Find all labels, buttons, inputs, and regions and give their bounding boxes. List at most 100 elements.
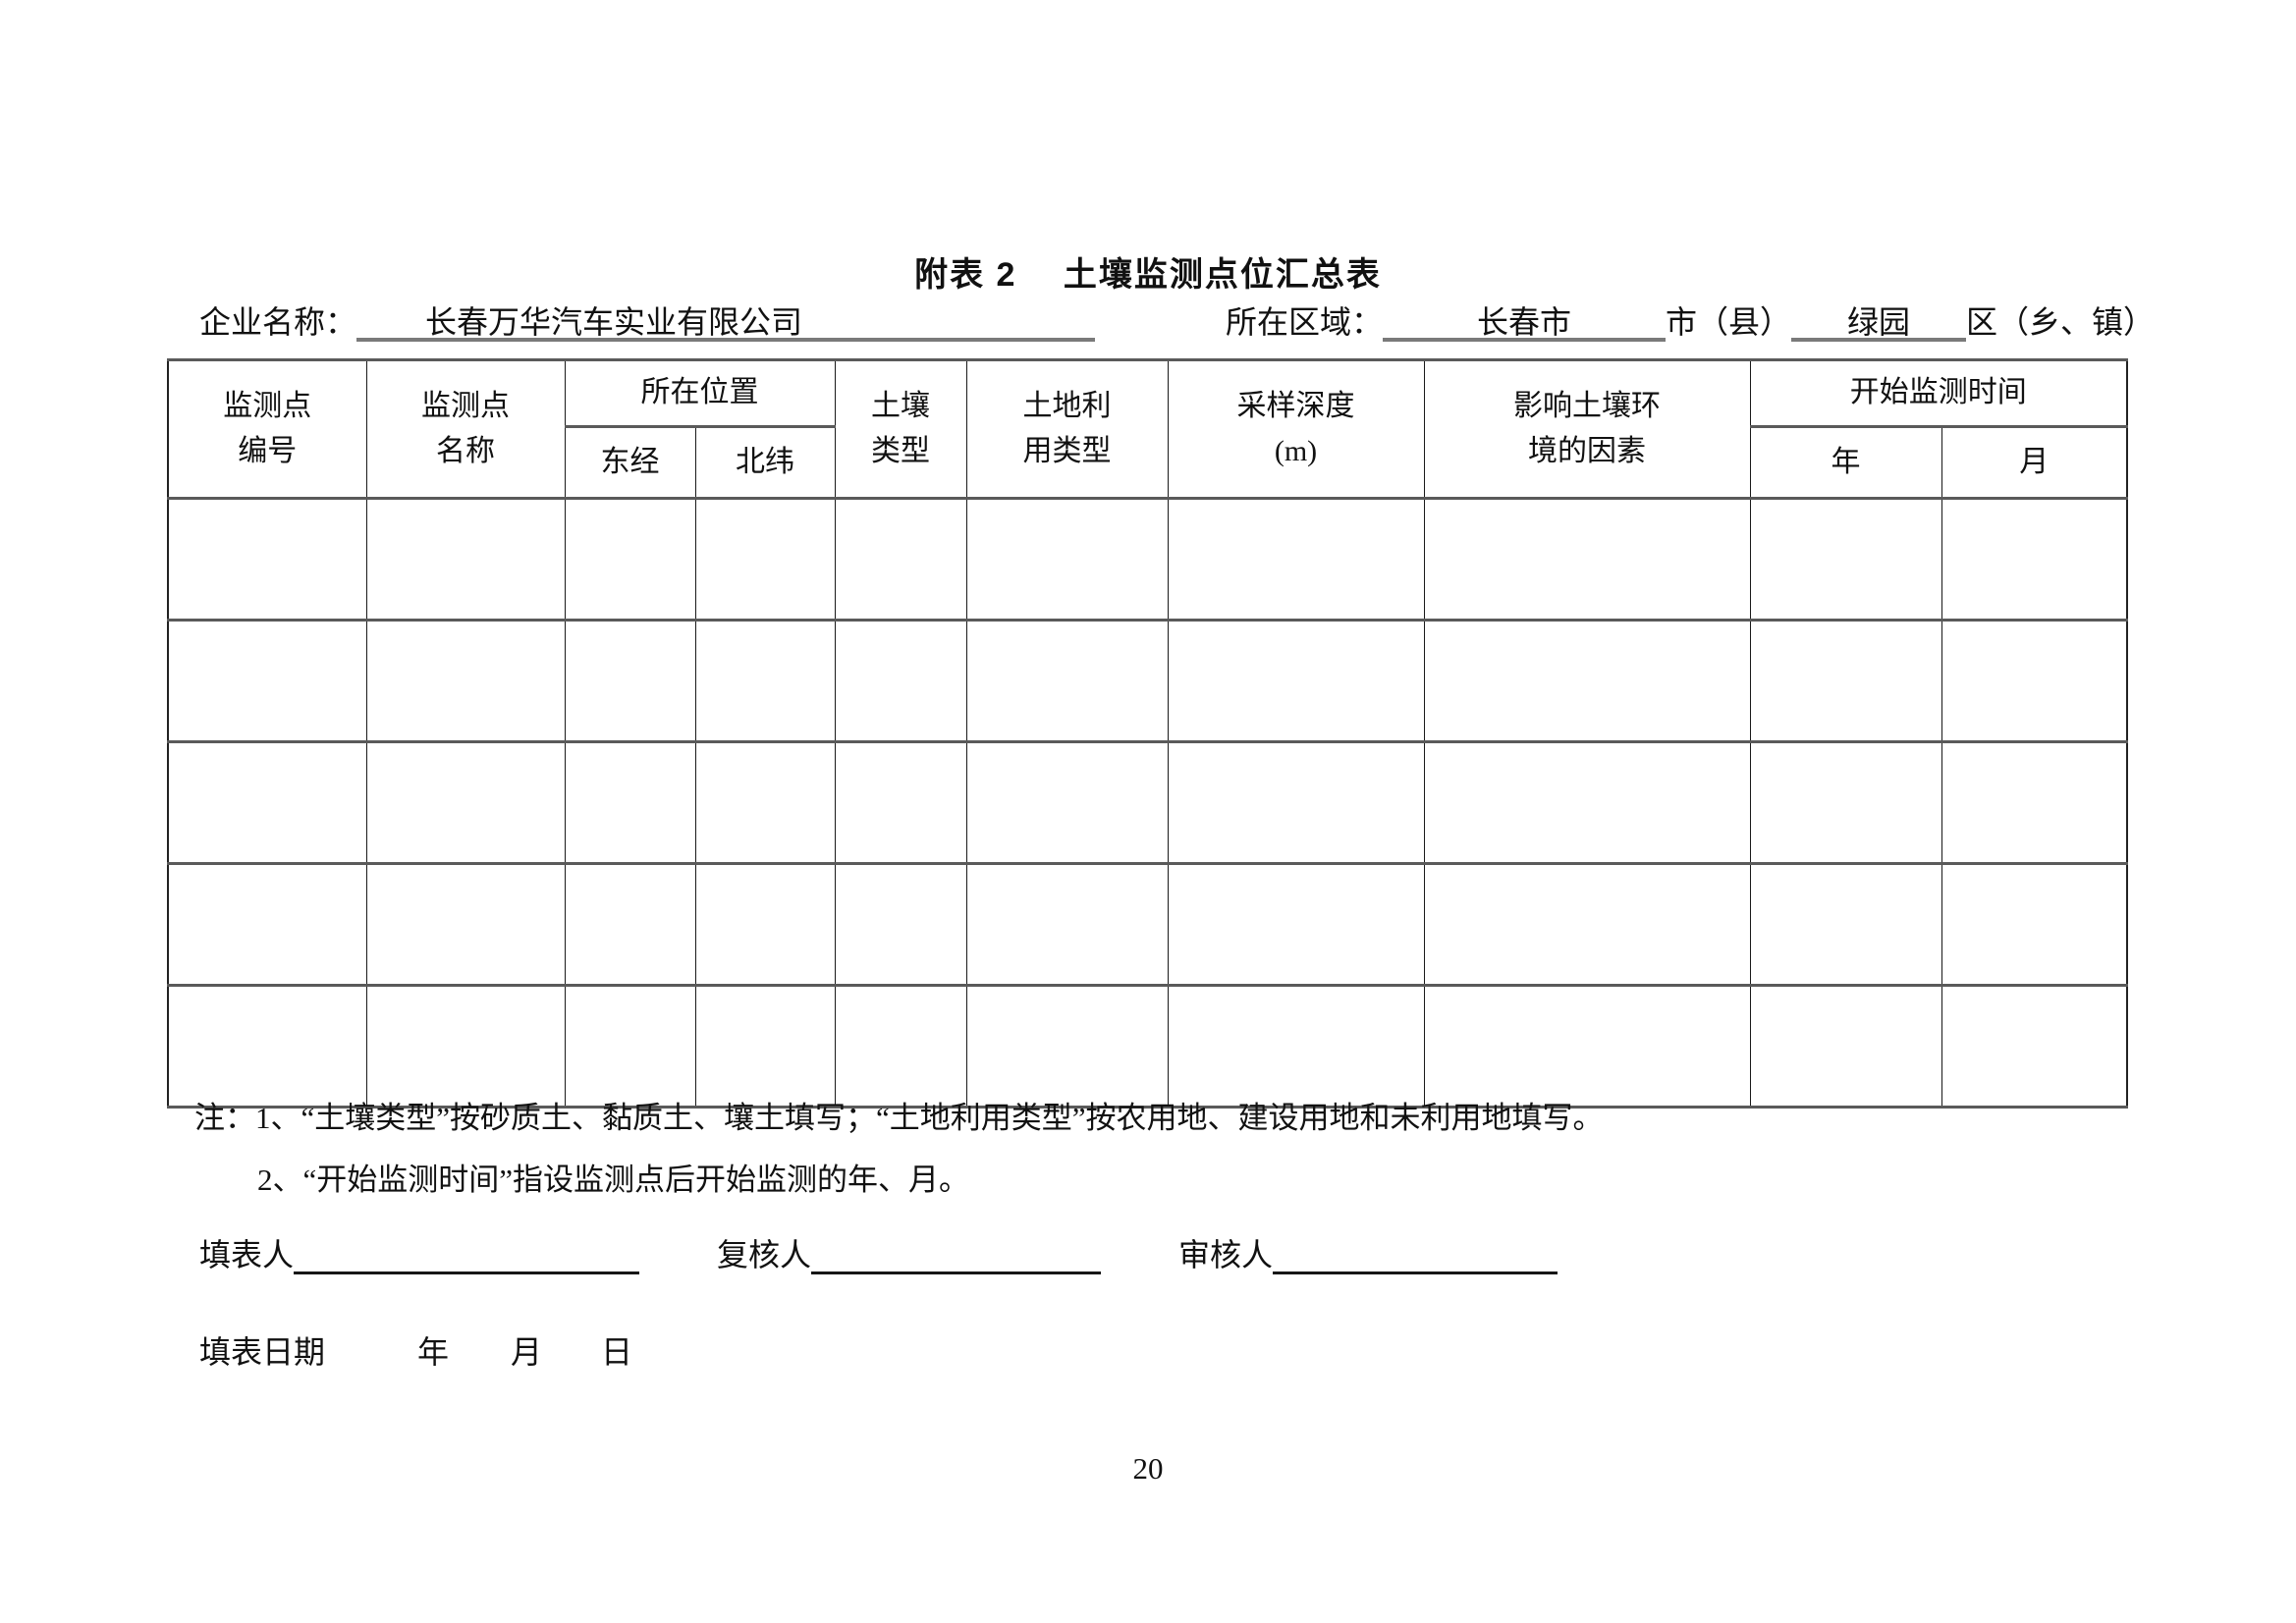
table-cell-blank[interactable] <box>564 984 696 1109</box>
table-header: 监测点 编号 监测点 名称 所在位置 土壤 类型 土地利 用类型 采样深度 (m… <box>167 358 2128 500</box>
table-cell-blank[interactable] <box>694 497 836 622</box>
table-cell-blank[interactable] <box>1167 862 1425 987</box>
company-name-label: 企业名称： <box>199 304 357 340</box>
table-cell-blank[interactable] <box>167 740 367 865</box>
table-cell-blank[interactable] <box>365 862 566 987</box>
table-cell-blank[interactable] <box>834 497 967 622</box>
note-line-2: 2、“开始监测时间”指设监测点后开始监测的年、月。 <box>257 1163 970 1197</box>
table-cell-blank[interactable] <box>1167 984 1425 1109</box>
table-cell-blank[interactable] <box>965 619 1169 743</box>
region-district-suffix: 区（乡、镇） <box>1966 304 2156 340</box>
auditor-blank[interactable] <box>1273 1235 1558 1274</box>
table-cell-blank[interactable] <box>365 740 566 865</box>
header-point-id: 监测点 编号 <box>167 358 367 500</box>
table-cell-blank[interactable] <box>1941 497 2128 622</box>
table-cell-blank[interactable] <box>1749 497 1942 622</box>
reviewer-label: 复核人 <box>717 1237 812 1272</box>
table-cell-blank[interactable] <box>834 984 967 1109</box>
company-name-blank[interactable]: 长春万华汽车实业有限公司 <box>356 302 1096 342</box>
table-cell-blank[interactable] <box>1941 740 2128 865</box>
table-cell-blank[interactable] <box>965 984 1169 1109</box>
table-cell-blank[interactable] <box>167 619 367 743</box>
reviewer-group: 复核人 <box>717 1235 1102 1274</box>
header-sample-depth: 采样深度 (m) <box>1167 358 1425 500</box>
table-body <box>167 497 2128 1109</box>
table-cell-blank[interactable] <box>1423 619 1751 743</box>
table-cell-blank[interactable] <box>1423 497 1751 622</box>
table-cell-blank[interactable] <box>1749 740 1942 865</box>
info-line: 企业名称： 长春万华汽车实业有限公司 所在区域： 长春市 市（县） 绿园 区（乡、镇） <box>0 302 2296 346</box>
header-start-time: 开始监测时间 <box>1749 358 2128 428</box>
region-city-suffix: 市（县） <box>1666 304 1792 340</box>
table-header-row-1: 监测点 编号 监测点 名称 所在位置 土壤 类型 土地利 用类型 采样深度 (m… <box>167 358 2128 500</box>
table-cell-blank[interactable] <box>1423 740 1751 865</box>
table-row <box>167 740 2128 865</box>
table-cell-blank[interactable] <box>167 497 367 622</box>
header-point-name: 监测点 名称 <box>365 358 566 500</box>
region-district-blank[interactable]: 绿园 <box>1791 302 1967 342</box>
table-cell-blank[interactable] <box>564 862 696 987</box>
table-cell-blank[interactable] <box>694 862 836 987</box>
table-cell-blank[interactable] <box>1167 497 1425 622</box>
table-cell-blank[interactable] <box>1749 862 1942 987</box>
auditor-label: 审核人 <box>1178 1237 1274 1272</box>
table-row <box>167 497 2128 622</box>
date-year-label: 年 <box>417 1334 450 1370</box>
table-cell-blank[interactable] <box>694 984 836 1109</box>
table-cell-blank[interactable] <box>1423 984 1751 1109</box>
form-title: 附表 2 土壤监测点位汇总表 <box>914 256 1382 294</box>
table-row <box>167 619 2128 743</box>
table-cell-blank[interactable] <box>167 984 367 1109</box>
table-cell-blank[interactable] <box>1167 740 1425 865</box>
table-cell-blank[interactable] <box>834 740 967 865</box>
table-cell-blank[interactable] <box>564 740 696 865</box>
table-cell-blank[interactable] <box>1749 984 1942 1109</box>
table-cell-blank[interactable] <box>965 497 1169 622</box>
header-longitude: 东经 <box>564 425 696 500</box>
table-header-row-2: 东经 北纬 年 月 <box>168 425 2128 500</box>
table-cell-blank[interactable] <box>167 862 367 987</box>
date-month-label: 月 <box>511 1334 543 1370</box>
table-cell-blank[interactable] <box>965 740 1169 865</box>
table-cell-blank[interactable] <box>1749 619 1942 743</box>
table-cell-blank[interactable] <box>834 619 967 743</box>
table-cell-blank[interactable] <box>1941 984 2128 1109</box>
page-number: 20 <box>1132 1451 1164 1486</box>
table-cell-blank[interactable] <box>365 984 566 1109</box>
header-location: 所在位置 <box>564 358 836 428</box>
table-cell-blank[interactable] <box>694 740 836 865</box>
header-month: 月 <box>1941 425 2128 500</box>
auditor-group: 审核人 <box>1178 1235 1558 1274</box>
header-land-use: 土地利 用类型 <box>965 358 1169 500</box>
table-cell-blank[interactable] <box>1423 862 1751 987</box>
table-cell-blank[interactable] <box>694 619 836 743</box>
company-name-group: 企业名称： 长春万华汽车实业有限公司 <box>199 302 1096 342</box>
table-row <box>167 862 2128 987</box>
filler-blank[interactable] <box>294 1235 640 1274</box>
header-env-factors: 影响土壤环 境的因素 <box>1423 358 1751 500</box>
table-cell-blank[interactable] <box>834 862 967 987</box>
monitoring-points-table: 监测点 编号 监测点 名称 所在位置 土壤 类型 土地利 用类型 采样深度 (m… <box>167 358 2128 1109</box>
date-label: 填表日期 <box>199 1334 326 1370</box>
table-cell-blank[interactable] <box>1167 619 1425 743</box>
region-label: 所在区域： <box>1226 304 1384 340</box>
note-line-1: 注：1、“土壤类型”按砂质土、黏质土、壤土填写；“土地利用类型”按农用地、建设用… <box>194 1101 1604 1135</box>
filler-group: 填表人 <box>199 1235 640 1274</box>
table-cell-blank[interactable] <box>1941 619 2128 743</box>
table-cell-blank[interactable] <box>965 862 1169 987</box>
header-year: 年 <box>1749 425 1942 500</box>
date-line: 填表日期 年 月 日 <box>0 1327 2296 1370</box>
table-cell-blank[interactable] <box>365 497 566 622</box>
region-group: 所在区域： 长春市 市（县） 绿园 区（乡、镇） <box>1226 302 2155 342</box>
filler-label: 填表人 <box>199 1237 295 1272</box>
table-cell-blank[interactable] <box>564 497 696 622</box>
region-city-blank[interactable]: 长春市 <box>1383 302 1667 342</box>
table-row <box>167 984 2128 1109</box>
table-cell-blank[interactable] <box>1941 862 2128 987</box>
table-cell-blank[interactable] <box>365 619 566 743</box>
date-day-label: 日 <box>601 1334 633 1370</box>
table-cell-blank[interactable] <box>564 619 696 743</box>
header-soil-type: 土壤 类型 <box>834 358 967 500</box>
reviewer-blank[interactable] <box>811 1235 1102 1274</box>
